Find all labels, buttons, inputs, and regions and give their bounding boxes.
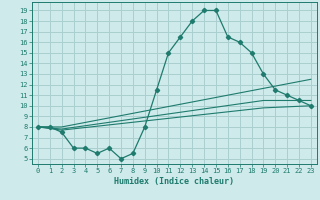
X-axis label: Humidex (Indice chaleur): Humidex (Indice chaleur) (115, 177, 234, 186)
